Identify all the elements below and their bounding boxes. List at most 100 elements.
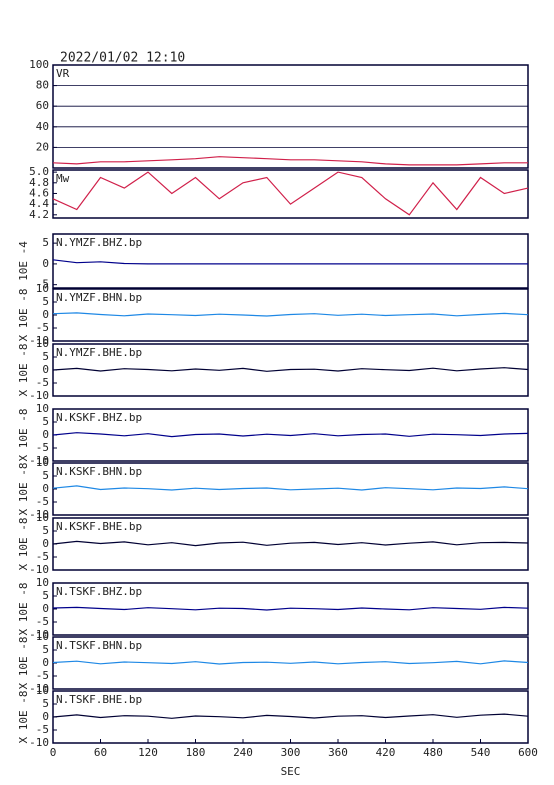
trace-label: N.KSKF.BHE.bp bbox=[56, 520, 142, 533]
y-axis-label: 10E -4 bbox=[17, 241, 30, 281]
y-tick-label: 10 bbox=[36, 456, 49, 469]
y-tick-label: 0 bbox=[42, 363, 49, 376]
y-tick-label: -10 bbox=[29, 736, 49, 749]
y-tick-label: 5 bbox=[42, 236, 49, 249]
x-tick-label: 600 bbox=[518, 746, 538, 759]
trace bbox=[52, 485, 529, 491]
y-tick-label: 5 bbox=[42, 295, 49, 308]
x-tick-label: 180 bbox=[186, 746, 206, 759]
x-tick-label: 240 bbox=[233, 746, 253, 759]
y-tick-label: 5 bbox=[42, 524, 49, 537]
y-tick-label: 5 bbox=[42, 415, 49, 428]
trace bbox=[52, 259, 528, 265]
y-tick-label: 40 bbox=[36, 120, 49, 133]
y-tick-label: 10 bbox=[36, 511, 49, 524]
y-axis-label: X 10E -8 bbox=[17, 289, 30, 342]
trace-label: N.KSKF.BHN.bp bbox=[56, 465, 142, 478]
y-tick-label: -5 bbox=[36, 495, 49, 508]
y-tick-label: 4.8 bbox=[29, 176, 49, 189]
y-axis-label: X 10E -8 bbox=[17, 691, 30, 744]
trace bbox=[52, 713, 529, 719]
y-axis-label: X 10E -8 bbox=[17, 409, 30, 462]
x-tick-label: 480 bbox=[423, 746, 443, 759]
y-tick-label: 0 bbox=[42, 482, 49, 495]
trace bbox=[52, 432, 529, 438]
trace-label: N.YMZF.BHE.bp bbox=[56, 346, 142, 359]
x-tick-label: 540 bbox=[471, 746, 491, 759]
trace-label: N.YMZF.BHZ.bp bbox=[56, 236, 142, 249]
x-tick-label: 60 bbox=[94, 746, 107, 759]
y-tick-label: 5 bbox=[42, 697, 49, 710]
trace bbox=[52, 156, 528, 166]
trace bbox=[52, 606, 529, 611]
y-tick-label: -10 bbox=[29, 334, 49, 347]
trace bbox=[52, 540, 529, 547]
y-tick-label: -10 bbox=[29, 682, 49, 695]
y-axis-label: X 10E -8 bbox=[17, 583, 30, 636]
x-axis-label: SEC bbox=[281, 765, 301, 778]
trace-label: N.KSKF.BHZ.bp bbox=[56, 411, 142, 424]
y-axis-label: X 10E -8 bbox=[17, 518, 30, 571]
y-tick-label: 5 bbox=[42, 643, 49, 656]
trace bbox=[52, 171, 529, 216]
x-tick-label: 300 bbox=[281, 746, 301, 759]
y-tick-label: -10 bbox=[29, 389, 49, 402]
panel-frame bbox=[52, 64, 529, 169]
x-tick-label: 120 bbox=[138, 746, 158, 759]
y-tick-label: 10 bbox=[36, 337, 49, 350]
y-tick-label: 10 bbox=[36, 282, 49, 295]
y-tick-label: -5 bbox=[36, 278, 49, 291]
y-tick-label: 0 bbox=[42, 710, 49, 723]
y-tick-label: -10 bbox=[29, 508, 49, 521]
trace-label: N.YMZF.BHN.bp bbox=[56, 291, 142, 304]
trace bbox=[52, 367, 529, 372]
y-tick-label: -5 bbox=[36, 376, 49, 389]
y-axis-label: X 10E -8 bbox=[17, 463, 30, 516]
y-tick-label: 4.2 bbox=[29, 208, 49, 221]
trace-label: N.TSKF.BHZ.bp bbox=[56, 585, 142, 598]
x-tick-label: 420 bbox=[376, 746, 396, 759]
y-tick-label: 0 bbox=[42, 537, 49, 550]
panel-frame bbox=[52, 169, 529, 219]
y-tick-label: 100 bbox=[29, 58, 49, 71]
y-tick-label: -10 bbox=[29, 454, 49, 467]
y-tick-label: -5 bbox=[36, 441, 49, 454]
trace-label: N.TSKF.BHE.bp bbox=[56, 693, 142, 706]
y-axis-label: X 10E -8 bbox=[17, 344, 30, 397]
y-tick-label: -10 bbox=[29, 563, 49, 576]
y-tick-label: 10 bbox=[36, 630, 49, 643]
x-tick-label: 360 bbox=[328, 746, 348, 759]
y-tick-label: -5 bbox=[36, 615, 49, 628]
trace-label: Mw bbox=[56, 172, 70, 185]
y-tick-label: 4.4 bbox=[29, 197, 49, 210]
y-tick-label: -5 bbox=[36, 669, 49, 682]
y-tick-label: 5.0 bbox=[29, 165, 49, 178]
y-tick-label: 10 bbox=[36, 402, 49, 415]
y-tick-label: -10 bbox=[29, 628, 49, 641]
y-tick-label: 20 bbox=[36, 140, 49, 153]
trace-label: N.TSKF.BHN.bp bbox=[56, 639, 142, 652]
y-tick-label: 4.6 bbox=[29, 186, 49, 199]
y-axis-label: X 10E -8 bbox=[17, 637, 30, 690]
y-tick-label: 60 bbox=[36, 99, 49, 112]
trace-label: VR bbox=[56, 67, 70, 80]
y-tick-label: 80 bbox=[36, 79, 49, 92]
x-tick-label: 0 bbox=[50, 746, 57, 759]
y-tick-label: 0 bbox=[42, 257, 49, 270]
y-tick-label: -5 bbox=[36, 550, 49, 563]
y-tick-label: 5 bbox=[42, 589, 49, 602]
timestamp: 2022/01/02 12:10 bbox=[60, 51, 185, 66]
trace bbox=[52, 660, 529, 665]
y-tick-label: -5 bbox=[36, 321, 49, 334]
y-tick-label: -5 bbox=[36, 723, 49, 736]
y-tick-label: 5 bbox=[42, 469, 49, 482]
y-tick-label: 0 bbox=[42, 308, 49, 321]
y-tick-label: 0 bbox=[42, 656, 49, 669]
y-tick-label: 5 bbox=[42, 350, 49, 363]
y-tick-label: 0 bbox=[42, 428, 49, 441]
panel-frame bbox=[52, 233, 529, 289]
y-tick-label: 0 bbox=[42, 602, 49, 615]
y-tick-label: 10 bbox=[36, 576, 49, 589]
